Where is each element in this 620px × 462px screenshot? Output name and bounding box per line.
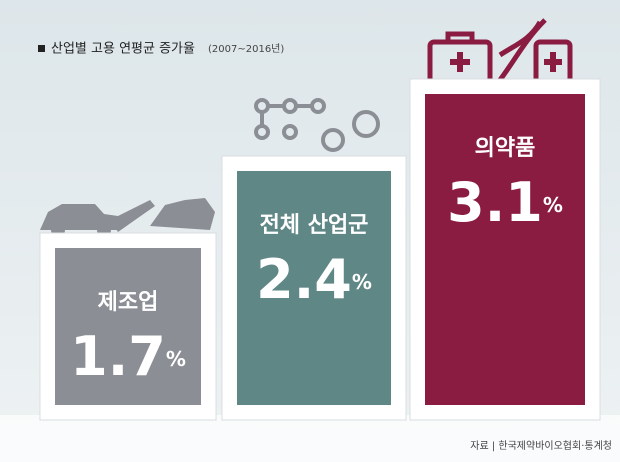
floor — [0, 415, 620, 462]
industry-icons — [40, 198, 215, 237]
bar — [425, 94, 585, 405]
value-label: 2.4% — [256, 248, 372, 311]
chart-title: 산업별 고용 연평균 증가율 — [51, 42, 195, 57]
source: 자료 | 한국제약바이오협회·통계청 — [470, 439, 612, 452]
pharma-crosses — [450, 52, 562, 72]
category-label: 제조업 — [98, 290, 159, 315]
gear-icons — [254, 98, 380, 152]
value-label: 3.1% — [447, 171, 563, 234]
chart-subtitle: (2007~2016년) — [208, 43, 284, 55]
category-label: 의약품 — [475, 136, 536, 161]
bar — [237, 171, 391, 405]
category-label: 전체 산업군 — [260, 213, 369, 238]
bar — [55, 248, 201, 405]
value-label: 1.7% — [70, 325, 186, 388]
title-bullet — [38, 45, 45, 52]
